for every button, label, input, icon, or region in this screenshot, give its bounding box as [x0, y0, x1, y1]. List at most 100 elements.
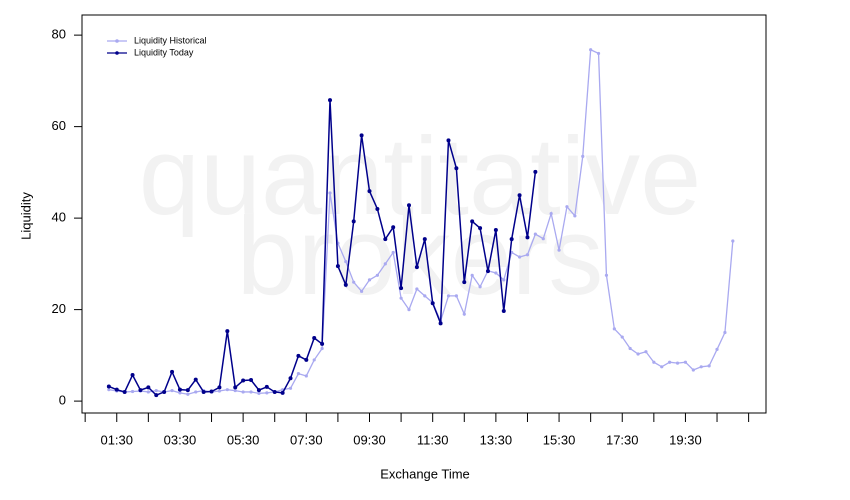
- data-point: [731, 239, 735, 243]
- data-point: [320, 341, 325, 346]
- x-tick-label: 03:30: [164, 432, 197, 447]
- data-point: [383, 262, 387, 266]
- data-point: [715, 347, 719, 352]
- data-point: [272, 389, 277, 394]
- data-point: [668, 360, 672, 364]
- data-point: [107, 388, 111, 392]
- data-point: [470, 273, 474, 277]
- data-point: [367, 278, 372, 282]
- data-point: [415, 287, 419, 291]
- data-point: [589, 48, 593, 52]
- data-point: [399, 296, 403, 300]
- data-point: [683, 360, 688, 364]
- data-point: [596, 51, 601, 56]
- data-point: [138, 388, 143, 393]
- data-point: [573, 214, 577, 218]
- data-point: [462, 312, 466, 316]
- data-point: [178, 391, 182, 395]
- data-point: [352, 280, 356, 284]
- data-point: [502, 278, 506, 282]
- data-point: [343, 282, 348, 287]
- data-point: [509, 237, 514, 242]
- data-point: [328, 98, 333, 103]
- data-point: [351, 219, 356, 224]
- data-point: [557, 248, 561, 252]
- data-point: [288, 386, 293, 390]
- data-point: [265, 391, 269, 395]
- legend-marker: [115, 51, 119, 55]
- data-point: [264, 384, 269, 389]
- data-point: [438, 321, 443, 326]
- legend-label: Liquidity Historical: [134, 35, 207, 45]
- legend: Liquidity Historical Liquidity Today: [107, 35, 207, 57]
- data-point: [525, 235, 530, 240]
- data-point: [359, 133, 364, 138]
- data-point: [217, 385, 222, 390]
- data-point: [186, 392, 190, 396]
- data-point: [604, 273, 609, 277]
- data-point: [225, 329, 230, 334]
- y-tick-label: 80: [52, 27, 66, 42]
- data-point: [541, 237, 545, 241]
- data-point: [478, 226, 483, 231]
- data-point: [430, 301, 435, 306]
- data-point: [170, 388, 174, 393]
- legend-label: Liquidity Today: [134, 47, 194, 57]
- data-point: [383, 237, 388, 242]
- data-point: [225, 388, 229, 392]
- data-point: [549, 211, 553, 216]
- data-point: [517, 193, 522, 198]
- data-point: [517, 255, 522, 259]
- data-point: [391, 250, 395, 255]
- data-point: [304, 357, 309, 362]
- data-point: [406, 203, 411, 208]
- watermark-text: quantitative: [139, 115, 702, 238]
- data-point: [122, 389, 127, 394]
- x-tick-label: 17:30: [606, 432, 639, 447]
- plot-frame: [81, 14, 767, 414]
- data-point: [130, 373, 135, 378]
- data-point: [154, 388, 158, 393]
- data-point: [280, 390, 285, 395]
- data-point: [296, 372, 301, 376]
- data-point: [446, 138, 451, 143]
- data-point: [296, 353, 301, 358]
- x-axis-title: Exchange Time: [380, 466, 470, 481]
- y-tick-label: 0: [59, 393, 66, 408]
- data-point: [194, 390, 198, 394]
- legend-marker: [115, 39, 119, 43]
- x-tick-label: 01:30: [100, 432, 133, 447]
- data-point: [723, 330, 727, 335]
- data-point: [233, 388, 237, 393]
- data-point: [636, 352, 640, 356]
- x-tick-label: 07:30: [290, 432, 323, 447]
- data-point: [407, 308, 411, 312]
- data-point: [209, 389, 214, 394]
- data-point: [233, 385, 238, 390]
- data-point: [414, 265, 419, 270]
- data-point: [525, 253, 530, 257]
- x-tick-label: 15:30: [543, 432, 576, 447]
- data-point: [320, 346, 324, 351]
- data-point: [533, 232, 537, 236]
- data-point: [106, 384, 111, 389]
- data-point: [423, 294, 427, 298]
- data-point: [193, 377, 198, 382]
- data-point: [446, 294, 451, 298]
- data-point: [660, 365, 664, 369]
- data-point: [201, 389, 206, 394]
- data-point: [399, 286, 404, 291]
- data-point: [565, 205, 569, 209]
- data-point: [162, 389, 167, 394]
- data-point: [533, 169, 538, 174]
- data-point: [360, 289, 364, 293]
- data-point: [581, 154, 585, 158]
- data-point: [485, 269, 490, 274]
- data-point: [130, 389, 135, 394]
- data-point: [154, 393, 159, 398]
- data-point: [114, 387, 119, 392]
- x-tick-label: 13:30: [480, 432, 513, 447]
- x-tick-label: 09:30: [353, 432, 386, 447]
- data-point: [312, 335, 317, 340]
